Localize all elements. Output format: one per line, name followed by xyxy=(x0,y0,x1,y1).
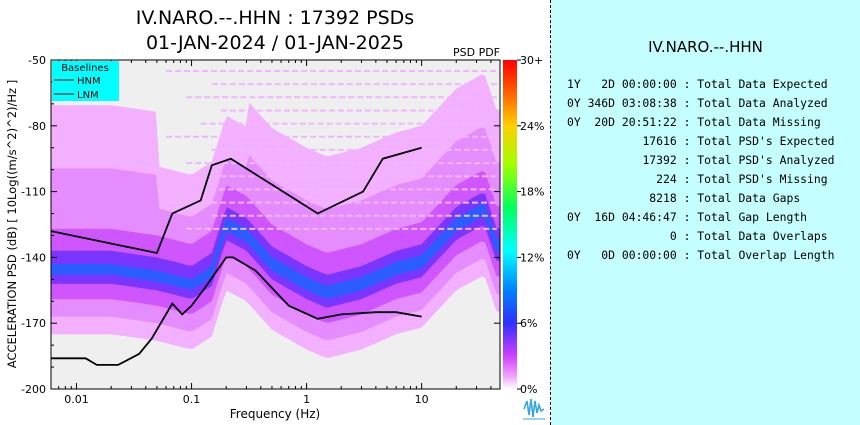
stats-label: : Total Data Gaps xyxy=(676,191,801,205)
y-tick-label: -200 xyxy=(21,383,46,396)
legend-label-lnm: LNM xyxy=(77,90,99,101)
y-axis-label: ACCELERATION PSD (dB) [ 10Log((m/s^2)^2)… xyxy=(5,80,19,368)
stats-row: 0Y 346D 03:08:38 : Total Data Analyzed xyxy=(567,94,834,113)
stats-value: 224 xyxy=(656,172,677,186)
stats-value: 0Y 20D 20:51:22 xyxy=(567,115,677,129)
baseline-lnm xyxy=(51,256,422,366)
stats-row: 0Y 0D 00:00:00 : Total Overlap Length xyxy=(567,246,834,265)
colorbar-ticks: 0% 6% 12% 18% 24% 30+ xyxy=(517,54,544,396)
x-axis-label: Frequency (Hz) xyxy=(230,407,321,421)
x-tick-label: 1 xyxy=(303,393,310,406)
stats-label: : Total PSD's Missing xyxy=(676,172,828,186)
baseline-hnm xyxy=(51,146,422,255)
stats-row: 1Y 2D 00:00:00 : Total Data Expected xyxy=(567,75,834,94)
panel-divider xyxy=(550,0,551,425)
stats-label: : Total Data Expected xyxy=(676,77,828,91)
psd-pdf-chart: 0.01 0.1 1 10 -50 -80 -110 -140 -170 -200 Freque… xyxy=(5,54,545,421)
stats-row: 17392 : Total PSD's Analyzed xyxy=(567,151,834,170)
pdf-peak-band xyxy=(51,204,500,299)
baseline-layer xyxy=(51,146,422,366)
legend-label-hnm: HNM xyxy=(77,76,101,87)
app-logo-icon xyxy=(523,398,545,420)
stats-label: : Total Data Overlaps xyxy=(676,229,828,243)
stats-value: 17392 xyxy=(642,153,677,167)
chart-title-line1: IV.NARO.--.HHN : 17392 PSDs xyxy=(135,7,415,29)
stats-label: : Total Data Missing xyxy=(676,115,821,129)
stats-label: : Total Data Analyzed xyxy=(676,96,828,110)
stats-row: 8218 : Total Data Gaps xyxy=(567,189,834,208)
colorbar-tick-label: 18% xyxy=(520,186,544,199)
y-tick-label: -50 xyxy=(28,54,46,67)
y-tick-label: -80 xyxy=(28,120,46,133)
y-tick-label: -140 xyxy=(21,251,46,264)
stats-row: 224 : Total PSD's Missing xyxy=(567,170,834,189)
chart-title: IV.NARO.--.HHN : 17392 PSDs 01-JAN-2024 … xyxy=(100,6,450,56)
colorbar-tick-label: 6% xyxy=(520,317,537,330)
stats-value: 0Y 0D 00:00:00 xyxy=(567,248,677,262)
plot-panel: IV.NARO.--.HHN : 17392 PSDs 01-JAN-2024 … xyxy=(5,6,545,421)
colorbar-title: PSD PDF xyxy=(453,46,501,59)
y-axis: -50 -80 -110 -140 -170 -200 xyxy=(21,54,500,396)
pdf-density-layer xyxy=(51,69,500,359)
stats-panel: IV.NARO.--.HHN 1Y 2D 00:00:00 : Total Da… xyxy=(551,0,860,425)
stats-label: : Total Gap Length xyxy=(676,210,808,224)
x-axis: 0.01 0.1 1 10 xyxy=(50,60,492,406)
colorbar-tick-label: 30+ xyxy=(520,54,543,67)
colorbar-tick-label: 24% xyxy=(520,120,544,133)
legend-title: Baselines xyxy=(61,63,109,74)
y-tick-label: -110 xyxy=(21,186,46,199)
plot-frame xyxy=(50,59,501,390)
colorbar-tick-label: 0% xyxy=(520,383,537,396)
stats-row: 0 : Total Data Overlaps xyxy=(567,227,834,246)
stats-value: 17616 xyxy=(642,134,677,148)
colorbar: 0% 6% 12% 18% 24% 30+ xyxy=(503,54,544,396)
colorbar-gradient xyxy=(503,60,517,389)
stats-label: : Total Overlap Length xyxy=(676,248,835,262)
legend: Baselines HNM LNM xyxy=(52,61,119,101)
x-tick-label: 0.1 xyxy=(183,393,201,406)
stats-title: IV.NARO.--.HHN xyxy=(648,38,763,56)
stats-value: 0 xyxy=(669,229,677,243)
stats-table: 1Y 2D 00:00:00 : Total Data Expected 0Y 3… xyxy=(567,75,834,265)
stats-label: : Total PSD's Analyzed xyxy=(676,153,835,167)
stats-value: 0Y 16D 04:46:47 xyxy=(567,210,677,224)
stats-row: 0Y 16D 04:46:47 : Total Gap Length xyxy=(567,208,834,227)
stats-value: 8218 xyxy=(649,191,677,205)
stats-value: 1Y 2D 00:00:00 xyxy=(567,77,677,91)
stats-value: 0Y 346D 03:08:38 xyxy=(567,96,677,110)
stats-label: : Total PSD's Expected xyxy=(676,134,835,148)
x-tick-label: 0.01 xyxy=(64,393,89,406)
x-tick-label: 10 xyxy=(415,393,429,406)
stats-row: 0Y 20D 20:51:22 : Total Data Missing xyxy=(567,113,834,132)
chart-title-line2: 01-JAN-2024 / 01-JAN-2025 xyxy=(145,32,405,54)
stats-row: 17616 : Total PSD's Expected xyxy=(567,132,834,151)
colorbar-tick-label: 12% xyxy=(520,251,544,264)
y-tick-label: -170 xyxy=(21,317,46,330)
